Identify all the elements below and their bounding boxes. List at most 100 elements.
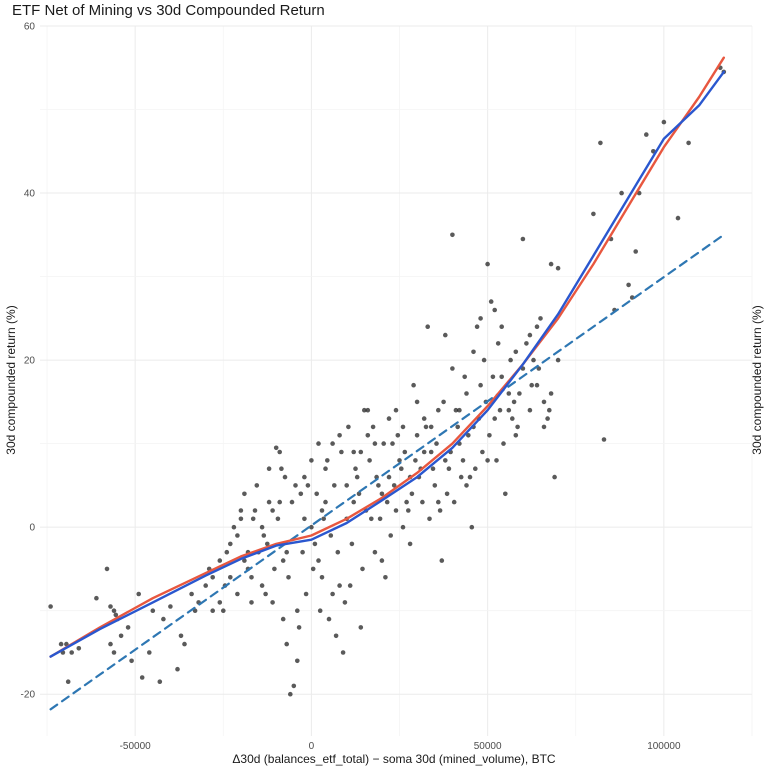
data-point (309, 458, 314, 463)
data-point (531, 357, 536, 363)
data-point (344, 483, 350, 488)
data-point (136, 591, 141, 597)
y-tick-label: 20 (24, 356, 36, 367)
data-point (377, 516, 383, 522)
data-point (379, 491, 385, 497)
data-point (497, 407, 503, 413)
data-point (386, 416, 392, 421)
data-point (280, 558, 286, 563)
data-point (277, 499, 283, 505)
data-point (157, 679, 163, 684)
data-point (661, 119, 667, 125)
data-point (527, 407, 533, 413)
data-point (381, 441, 387, 446)
data-point (358, 449, 364, 455)
data-point (425, 324, 431, 330)
data-point (303, 591, 309, 597)
data-point (270, 600, 275, 605)
data-point (451, 499, 457, 505)
data-point (330, 591, 335, 597)
data-point (282, 474, 288, 480)
data-point (501, 441, 506, 446)
series-line-2 (49, 56, 725, 658)
data-point (421, 449, 427, 455)
data-point (467, 474, 473, 480)
data-point (168, 604, 173, 609)
data-point (399, 466, 404, 472)
data-points (48, 65, 727, 697)
data-point (328, 533, 334, 538)
data-point (443, 332, 448, 338)
data-point (393, 508, 399, 513)
data-point (469, 524, 475, 530)
data-point (65, 679, 71, 684)
data-point (545, 416, 550, 421)
data-point (217, 600, 223, 605)
data-point (250, 516, 256, 522)
data-point (473, 466, 478, 472)
data-point (555, 357, 561, 363)
data-point (347, 583, 353, 588)
data-point (349, 541, 355, 547)
x-tick-label: 0 (309, 741, 315, 752)
data-point (492, 416, 498, 421)
data-point (534, 324, 540, 330)
data-point (499, 374, 505, 380)
data-point (108, 641, 113, 647)
data-point (342, 600, 348, 605)
data-point (337, 583, 342, 588)
data-point (379, 558, 385, 563)
y-tick-label: 60 (24, 22, 36, 33)
data-point (455, 424, 461, 430)
data-point (434, 441, 439, 446)
series-line-3 (49, 70, 725, 658)
data-point (453, 407, 459, 413)
data-point (439, 558, 445, 563)
data-point (275, 516, 281, 522)
data-point (626, 282, 631, 288)
data-point (330, 441, 335, 446)
data-point (508, 357, 513, 363)
data-point (277, 449, 283, 455)
data-point (295, 608, 300, 613)
data-point (326, 616, 332, 622)
data-point (175, 666, 180, 672)
data-point (210, 608, 215, 613)
data-point (291, 683, 297, 689)
data-point (321, 516, 327, 522)
data-point (506, 407, 512, 413)
data-point (316, 441, 321, 446)
data-point (372, 549, 378, 555)
data-point (203, 583, 208, 588)
data-point (340, 650, 346, 655)
data-point (464, 483, 469, 488)
data-point (217, 558, 223, 563)
data-point (474, 324, 480, 330)
data-point (178, 633, 184, 639)
data-point (393, 407, 399, 413)
data-point (58, 641, 64, 647)
data-point (325, 458, 330, 463)
data-point (436, 499, 441, 505)
data-point (492, 307, 498, 313)
data-point (272, 566, 277, 572)
x-axis-label: Δ30d (balances_etf_total) − soma 30d (mi… (232, 752, 556, 766)
data-point (356, 491, 362, 497)
data-point (265, 541, 270, 547)
data-point (400, 424, 406, 430)
data-point (118, 633, 124, 639)
data-point (337, 433, 342, 438)
data-point (591, 211, 596, 217)
data-point (506, 391, 512, 396)
data-point (296, 625, 302, 630)
data-point (675, 215, 681, 221)
data-point (510, 416, 515, 421)
data-point (458, 474, 464, 480)
data-point (360, 566, 365, 572)
data-point (411, 382, 416, 388)
data-point (238, 508, 244, 513)
data-point (305, 483, 311, 488)
data-point (353, 466, 358, 472)
data-point (224, 549, 230, 555)
y-axis-label-secondary: 30d compounded return (%) (750, 305, 764, 454)
